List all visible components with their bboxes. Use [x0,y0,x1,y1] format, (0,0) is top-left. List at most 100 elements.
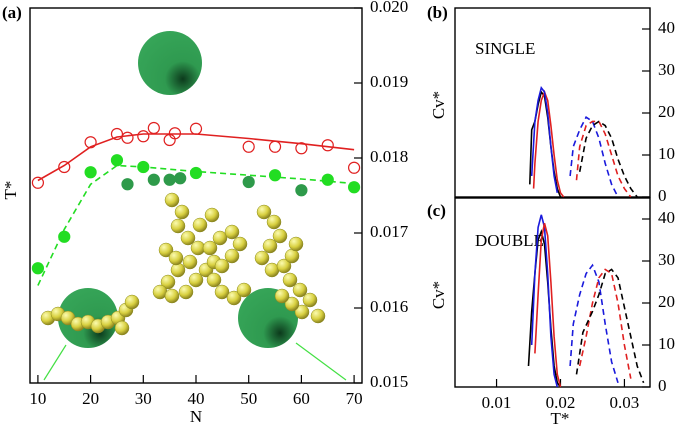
bead [236,282,252,298]
x-tick-label: 50 [240,389,257,408]
y-tick-label: 0.016 [370,297,408,316]
y-axis-label: Cv* [429,281,448,309]
data-line [575,268,645,384]
x-tick-label: 0.02 [546,393,576,412]
data-line [534,223,562,388]
data-point [295,184,308,197]
panel-label: (c) [427,201,446,220]
bead [178,284,194,300]
y-tick-label: 0 [658,186,667,205]
annotation: SINGLE [475,39,535,58]
bead [174,204,190,220]
bead [282,272,298,288]
bead [206,272,222,288]
x-axis-label: T* [551,409,570,428]
bead [292,282,308,298]
data-point [347,161,361,174]
bead [180,230,196,246]
bead [170,218,186,234]
bead [232,236,248,252]
axes-frame [454,7,651,198]
bead [212,230,228,246]
y-tick-label: 20 [658,292,675,311]
y-tick-label: 30 [658,250,675,269]
data-point [174,172,187,185]
data-point [121,131,134,144]
y-tick-label: 10 [658,334,675,353]
panel-label: (a) [2,3,22,22]
data-point [31,176,45,189]
bead [170,262,186,278]
data-point [110,154,124,167]
data-point [189,122,203,135]
bead [266,214,282,230]
data-line [578,268,632,379]
bead [254,250,270,266]
bead [224,248,240,264]
bead [214,258,230,274]
bead [158,242,174,258]
data-point [31,262,45,275]
x-tick-label: 70 [346,389,363,408]
y-tick-label: 30 [658,60,675,79]
bead [114,320,130,336]
x-tick-label: 0.01 [482,393,512,412]
annotation: DOUBLE [475,231,544,250]
data-line [37,133,355,182]
y-axis-label: T* [1,181,20,200]
panel-label: (b) [427,3,448,22]
y-tick-label: 0.017 [370,222,409,241]
y-axis-label: Cv* [429,91,448,119]
bead [294,304,310,320]
x-tick-label: 0.03 [610,393,640,412]
bead [274,288,290,304]
pointer-line [43,344,67,381]
data-point [84,166,97,179]
data-point [189,166,203,180]
data-line [532,89,565,198]
data-point [295,142,308,155]
y-tick-label: 10 [658,144,675,163]
bead [256,204,272,220]
data-line [569,116,619,198]
data-point [147,173,160,186]
data-point [58,160,71,174]
bead [168,250,184,266]
y-tick-label: 0.019 [370,72,408,91]
x-axis-label: N [190,407,202,426]
bead [272,228,288,244]
y-tick-label: 0.015 [370,372,408,391]
data-point [163,173,176,186]
x-tick-label: 10 [29,389,46,408]
data-point [268,140,282,153]
data-line [37,164,355,286]
y-tick-label: 40 [658,208,675,227]
bead [288,236,304,252]
bead [204,207,220,223]
data-line [575,120,632,198]
data-line [578,120,638,198]
pointer-line [295,342,347,381]
data-line [569,263,619,384]
bead [182,254,198,270]
x-tick-label: 40 [188,389,205,408]
data-point [321,173,334,186]
bead [160,274,176,290]
data-point [137,130,150,143]
bead [124,294,140,310]
data-point [242,175,255,189]
data-point [110,127,124,141]
bead [302,292,318,308]
polymer-beads [40,192,326,336]
x-tick-label: 30 [135,389,152,408]
bead [224,224,240,240]
data-point [121,178,134,191]
illustrations [40,31,347,381]
axes-frame [454,197,651,388]
bead [284,296,300,312]
y-tick-label: 0.020 [370,0,408,16]
y-tick-label: 20 [658,102,675,121]
data-point [347,181,361,194]
bead [202,240,218,256]
